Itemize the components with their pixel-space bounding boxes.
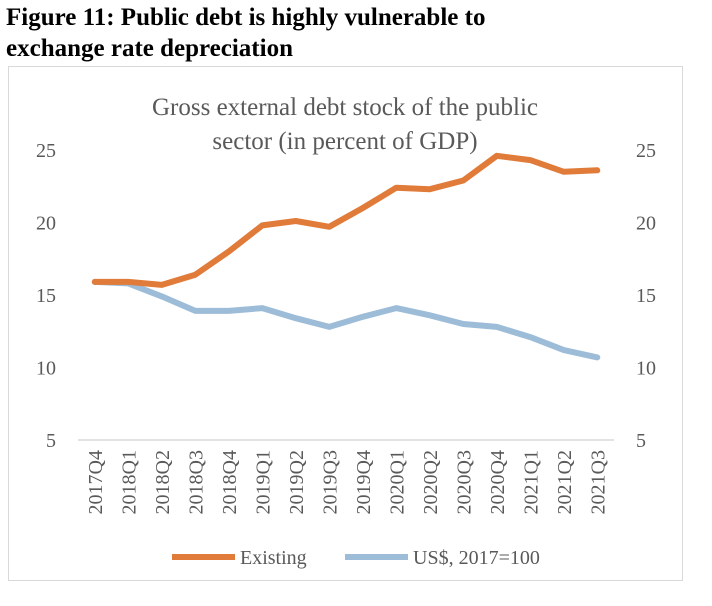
chart-title-line2: sector (in percent of GDP)	[212, 128, 477, 155]
x-tick-label: 2019Q2	[286, 450, 308, 514]
legend-label-usd: US$, 2017=100	[413, 547, 540, 569]
figure-title-line2: exchange rate depreciation	[6, 35, 293, 62]
series-line-existing	[91, 152, 601, 288]
x-tick-label: 2021Q2	[554, 450, 576, 514]
chart-title-line1: Gross external debt stock of the public	[152, 94, 538, 121]
y-right-tick-label: 25	[636, 140, 656, 162]
x-tick-label: 2018Q1	[118, 450, 140, 514]
x-tick-label: 2020Q1	[386, 450, 408, 514]
x-axis-labels: 2017Q4 2018Q1 2018Q2 2018Q3 2018Q4 2019Q1 2019…	[85, 450, 610, 514]
y-left-tick-label: 5	[46, 430, 56, 452]
x-tick-label: 2021Q1	[520, 450, 542, 514]
x-tick-label: 2020Q2	[420, 450, 442, 514]
y-right-tick-label: 10	[636, 358, 656, 380]
x-tick-label: 2019Q1	[252, 450, 274, 514]
y-right-tick-label: 15	[636, 285, 656, 307]
y-axis-left: 25 20 15 10 5	[36, 140, 56, 452]
y-left-tick-label: 25	[36, 140, 56, 162]
figure-title: Figure 11: Public debt is highly vulnera…	[6, 2, 706, 64]
x-tick-label: 2020Q4	[487, 450, 509, 514]
series-lines	[91, 152, 601, 361]
legend: Existing US$, 2017=100	[172, 547, 540, 569]
y-right-tick-label: 5	[636, 430, 646, 452]
x-tick-label: 2021Q3	[587, 450, 609, 514]
x-tick-label: 2020Q3	[453, 450, 475, 514]
y-left-tick-label: 20	[36, 213, 56, 235]
x-tick-label: 2018Q4	[219, 450, 241, 514]
x-tick-label: 2018Q2	[152, 450, 174, 514]
y-right-tick-label: 20	[636, 213, 656, 235]
legend-label-existing: Existing	[240, 547, 307, 569]
y-left-tick-label: 15	[36, 285, 56, 307]
x-tick-label: 2017Q4	[85, 450, 107, 514]
chart-frame	[8, 66, 683, 581]
x-tick-label: 2019Q3	[319, 450, 341, 514]
x-tick-label: 2018Q3	[185, 450, 207, 514]
y-left-tick-label: 10	[36, 358, 56, 380]
x-tick-label: 2019Q4	[353, 450, 375, 514]
figure-title-line1: Figure 11: Public debt is highly vulnera…	[6, 4, 486, 31]
series-line-usd	[91, 278, 601, 361]
y-axis-right: 25 20 15 10 5	[636, 140, 656, 452]
